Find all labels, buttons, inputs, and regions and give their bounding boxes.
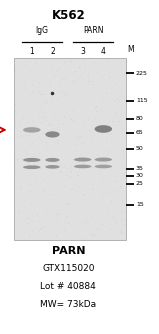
Text: PARN: PARN (83, 26, 103, 35)
Text: IgG: IgG (36, 26, 49, 35)
Text: 35: 35 (136, 166, 144, 171)
Text: 15: 15 (136, 202, 144, 207)
Text: M: M (127, 45, 134, 54)
Text: PARN: PARN (52, 246, 85, 256)
Text: Lot # 40884: Lot # 40884 (41, 282, 96, 291)
Text: GTX115020: GTX115020 (42, 264, 95, 273)
Ellipse shape (95, 158, 112, 162)
Text: 3: 3 (80, 47, 85, 56)
Text: 1: 1 (29, 47, 34, 56)
Text: MW= 73kDa: MW= 73kDa (40, 300, 96, 309)
Ellipse shape (23, 158, 41, 162)
Ellipse shape (95, 165, 112, 168)
Text: 30: 30 (136, 173, 144, 178)
Text: 65: 65 (136, 130, 144, 135)
Bar (14, 58, 126, 240)
Text: 115: 115 (136, 98, 148, 103)
Ellipse shape (45, 131, 60, 138)
Text: 4: 4 (101, 47, 106, 56)
Ellipse shape (45, 158, 60, 162)
Text: K562: K562 (52, 9, 85, 22)
Ellipse shape (23, 165, 41, 169)
Ellipse shape (23, 127, 41, 133)
Ellipse shape (45, 165, 60, 169)
Text: 80: 80 (136, 117, 144, 122)
Ellipse shape (74, 165, 91, 168)
Ellipse shape (95, 125, 112, 133)
Text: 25: 25 (136, 181, 144, 186)
Text: 225: 225 (136, 71, 148, 76)
Ellipse shape (74, 158, 91, 162)
Text: 2: 2 (50, 47, 55, 56)
Text: 50: 50 (136, 147, 144, 152)
